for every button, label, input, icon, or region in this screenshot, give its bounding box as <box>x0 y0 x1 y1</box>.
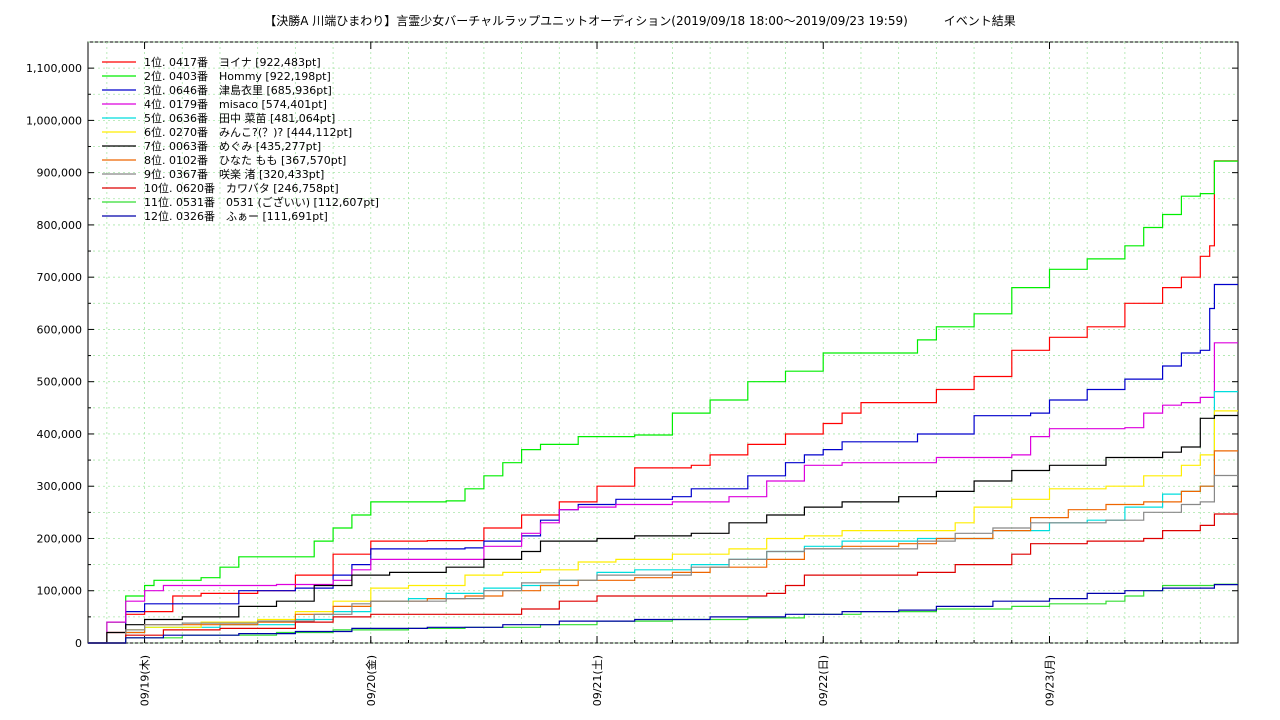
y-tick-label: 500,000 <box>37 376 83 389</box>
x-axis: 09/19(木) 09/20(金) 09/21(土) 09/22(日) 09/23(月) <box>106 42 1201 706</box>
y-tick-label: 800,000 <box>37 219 83 232</box>
y-tick-label: 0 <box>75 637 82 650</box>
chart-title: 【決勝A 川端ひまわり】言霊少女バーチャルラップユニットオーディション(2019… <box>264 14 1016 28</box>
series-line-1 <box>88 160 1238 644</box>
legend-entry: 4位. 0179番 misaco [574,401pt] <box>144 97 327 111</box>
series-line-8 <box>88 450 1238 644</box>
y-tick-label: 300,000 <box>37 480 83 493</box>
legend-entry: 5位. 0636番 田中 菜苗 [481,064pt] <box>144 111 335 125</box>
y-tick-label: 600,000 <box>37 323 83 336</box>
series-line-7 <box>88 414 1238 644</box>
legend-entry: 6位. 0270番 みんこ?(？)? [444,112pt] <box>144 125 352 139</box>
legend-entry: 10位. 0620番 カワバタ [246,758pt] <box>144 181 339 195</box>
legend-entry: 7位. 0063番 めぐみ [435,277pt] <box>144 139 321 153</box>
y-tick-label: 1,100,000 <box>26 62 82 75</box>
series-lines <box>88 160 1238 644</box>
y-tick-label: 100,000 <box>37 585 83 598</box>
series-line-3 <box>88 283 1238 644</box>
legend-entry: 2位. 0403番 Hommy [922,198pt] <box>144 69 331 83</box>
y-tick-label: 900,000 <box>37 167 83 180</box>
legend: 1位. 0417番 ヨイナ [922,483pt]2位. 0403番 Hommy… <box>102 55 379 223</box>
series-line-4 <box>88 342 1238 644</box>
series-line-2 <box>88 160 1238 644</box>
x-tick-label: 09/22(日) <box>817 655 830 706</box>
legend-entry: 9位. 0367番 咲楽 渚 [320,433pt] <box>144 167 324 181</box>
legend-entry: 1位. 0417番 ヨイナ [922,483pt] <box>144 55 321 69</box>
x-tick-label: 09/19(木) <box>139 655 152 706</box>
legend-entry: 11位. 0531番 0531 (ございい) [112,607pt] <box>144 195 379 209</box>
y-axis: 0 100,000 200,000 300,000 400,000 500,000 600,… <box>26 62 1238 650</box>
x-tick-label: 09/23(月) <box>1043 655 1056 706</box>
series-line-12 <box>88 584 1238 644</box>
legend-entry: 8位. 0102番 ひなた もも [367,570pt] <box>144 153 346 167</box>
y-tick-label: 700,000 <box>37 271 83 284</box>
y-tick-label: 1,000,000 <box>26 114 82 127</box>
y-tick-label: 400,000 <box>37 428 83 441</box>
gridlines <box>88 41 1238 644</box>
series-line-11 <box>88 583 1238 644</box>
legend-entry: 12位. 0326番 ふぁー [111,691pt] <box>144 209 328 223</box>
series-line-9 <box>88 474 1238 644</box>
series-line-10 <box>88 513 1238 644</box>
y-tick-label: 200,000 <box>37 532 83 545</box>
x-tick-label: 09/20(金) <box>364 655 378 706</box>
x-tick-label: 09/21(土) <box>591 655 604 706</box>
legend-entry: 3位. 0646番 津島衣里 [685,936pt] <box>144 83 332 97</box>
